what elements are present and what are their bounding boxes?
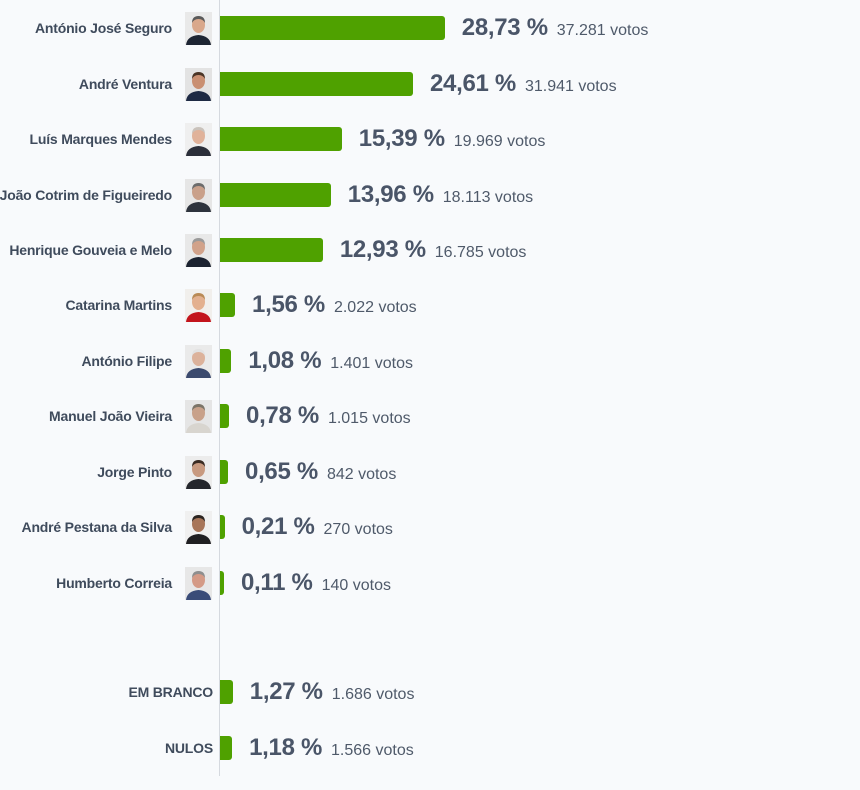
votes-label: 31.941 votos [524, 78, 617, 95]
result-bar [220, 460, 229, 484]
result-bar [220, 293, 236, 317]
candidate-photo [185, 511, 212, 544]
value-label: 0,65 % 842 votos [245, 452, 396, 492]
value-label: 28,73 % 37.281 votos [462, 8, 649, 48]
result-bar [220, 349, 232, 373]
votes-label: 2.022 votos [333, 299, 417, 316]
value-label: 1,56 % 2.022 votos [252, 285, 417, 325]
category-label: André Ventura [78, 76, 172, 92]
chart-row: Jorge Pinto 0,65 % 842 votos [0, 452, 860, 492]
chart-row: Catarina Martins 1,56 % 2.022 votos [0, 285, 860, 325]
percent-label: 24,61 % [429, 70, 516, 97]
chart-row: NULOS 1,18 % 1.566 votos [0, 728, 860, 768]
votes-label: 1.686 votos [331, 686, 415, 703]
category-label: António José Seguro [35, 20, 172, 36]
candidate-photo [185, 456, 212, 489]
value-label: 15,39 % 19.969 votos [359, 119, 546, 159]
candidate-photo [185, 123, 212, 156]
chart-row: André Ventura 24,61 % 31.941 votos [0, 64, 860, 104]
category-label: João Cotrim de Figueiredo [0, 187, 172, 203]
candidate-photo [185, 567, 212, 600]
votes-label: 19.969 votos [453, 133, 546, 150]
candidate-photo [185, 12, 212, 45]
votes-label: 140 votos [321, 577, 391, 594]
percent-label: 12,93 % [339, 236, 426, 263]
candidate-photo [185, 68, 212, 101]
percent-label: 0,78 % [246, 402, 319, 429]
votes-label: 270 votos [323, 521, 393, 538]
percent-label: 1,08 % [248, 347, 322, 374]
votes-label: 842 votos [326, 466, 397, 483]
category-label: António Filipe [81, 353, 172, 369]
percent-label: 28,73 % [461, 14, 548, 41]
value-label: 13,96 % 18.113 votos [348, 175, 533, 215]
chart-row: Manuel João Vieira 0,78 % 1.015 votos [0, 396, 860, 436]
value-label: 1,18 % 1.566 votos [249, 728, 414, 768]
chart-axis-line [219, 0, 220, 776]
category-label: Catarina Martins [65, 297, 173, 313]
chart-row: António José Seguro 28,73 % 37.281 votos [0, 8, 860, 48]
value-label: 24,61 % 31.941 votos [430, 64, 617, 104]
value-label: 1,08 % 1.401 votos [248, 341, 413, 381]
percent-label: 1,56 % [252, 291, 325, 318]
category-label: Luís Marques Mendes [29, 131, 173, 147]
value-label: 12,93 % 16.785 votos [340, 230, 527, 270]
value-label: 0,21 % 270 votos [242, 507, 393, 547]
candidate-photo [185, 234, 212, 267]
category-label: Manuel João Vieira [49, 408, 172, 424]
category-label: Jorge Pinto [97, 464, 172, 480]
result-bar [220, 127, 342, 151]
result-bar [220, 571, 224, 595]
percent-label: 1,18 % [249, 734, 323, 761]
candidate-photo [185, 289, 212, 322]
chart-row: Luís Marques Mendes 15,39 % 19.969 votos [0, 119, 860, 159]
result-bar [220, 183, 331, 207]
candidate-photo [185, 179, 212, 212]
category-label: Henrique Gouveia e Melo [9, 242, 172, 258]
category-label: EM BRANCO [128, 684, 213, 700]
percent-label: 13,96 % [347, 181, 434, 208]
result-bar [220, 238, 323, 262]
result-bar [220, 72, 413, 96]
percent-label: 0,65 % [245, 458, 318, 485]
votes-label: 1.015 votos [327, 410, 411, 427]
votes-label: 1.401 votos [330, 355, 413, 372]
votes-label: 37.281 votos [556, 22, 649, 39]
percent-label: 0,11 % [241, 569, 313, 596]
chart-row: Henrique Gouveia e Melo 12,93 % 16.785 vot… [0, 230, 860, 270]
chart-row: Humberto Correia 0,11 % 140 votos [0, 563, 860, 603]
percent-label: 15,39 % [358, 125, 445, 152]
percent-label: 1,27 % [249, 678, 323, 705]
votes-label: 18.113 votos [442, 189, 534, 206]
votes-label: 1.566 votos [331, 742, 414, 759]
result-bar [220, 680, 233, 704]
result-bar [220, 404, 230, 428]
percent-label: 0,21 % [241, 513, 315, 540]
category-label: Humberto Correia [56, 575, 172, 591]
category-label: NULOS [164, 740, 213, 756]
votes-label: 16.785 votos [434, 244, 527, 261]
chart-row: João Cotrim de Figueiredo 13,96 % 18.113 v… [0, 175, 860, 215]
chart-row: André Pestana da Silva 0,21 % 270 votos [0, 507, 860, 547]
candidate-photo [185, 400, 212, 433]
chart-row: António Filipe 1,08 % 1.401 votos [0, 341, 860, 381]
value-label: 0,11 % 140 votos [241, 563, 391, 603]
chart-row: EM BRANCO 1,27 % 1.686 votos [0, 672, 860, 712]
candidate-photo [185, 345, 212, 378]
result-bar [220, 16, 445, 40]
value-label: 1,27 % 1.686 votos [250, 672, 415, 712]
result-bar [220, 515, 225, 539]
value-label: 0,78 % 1.015 votos [246, 396, 411, 436]
result-bar [220, 736, 233, 760]
category-label: André Pestana da Silva [21, 519, 173, 535]
